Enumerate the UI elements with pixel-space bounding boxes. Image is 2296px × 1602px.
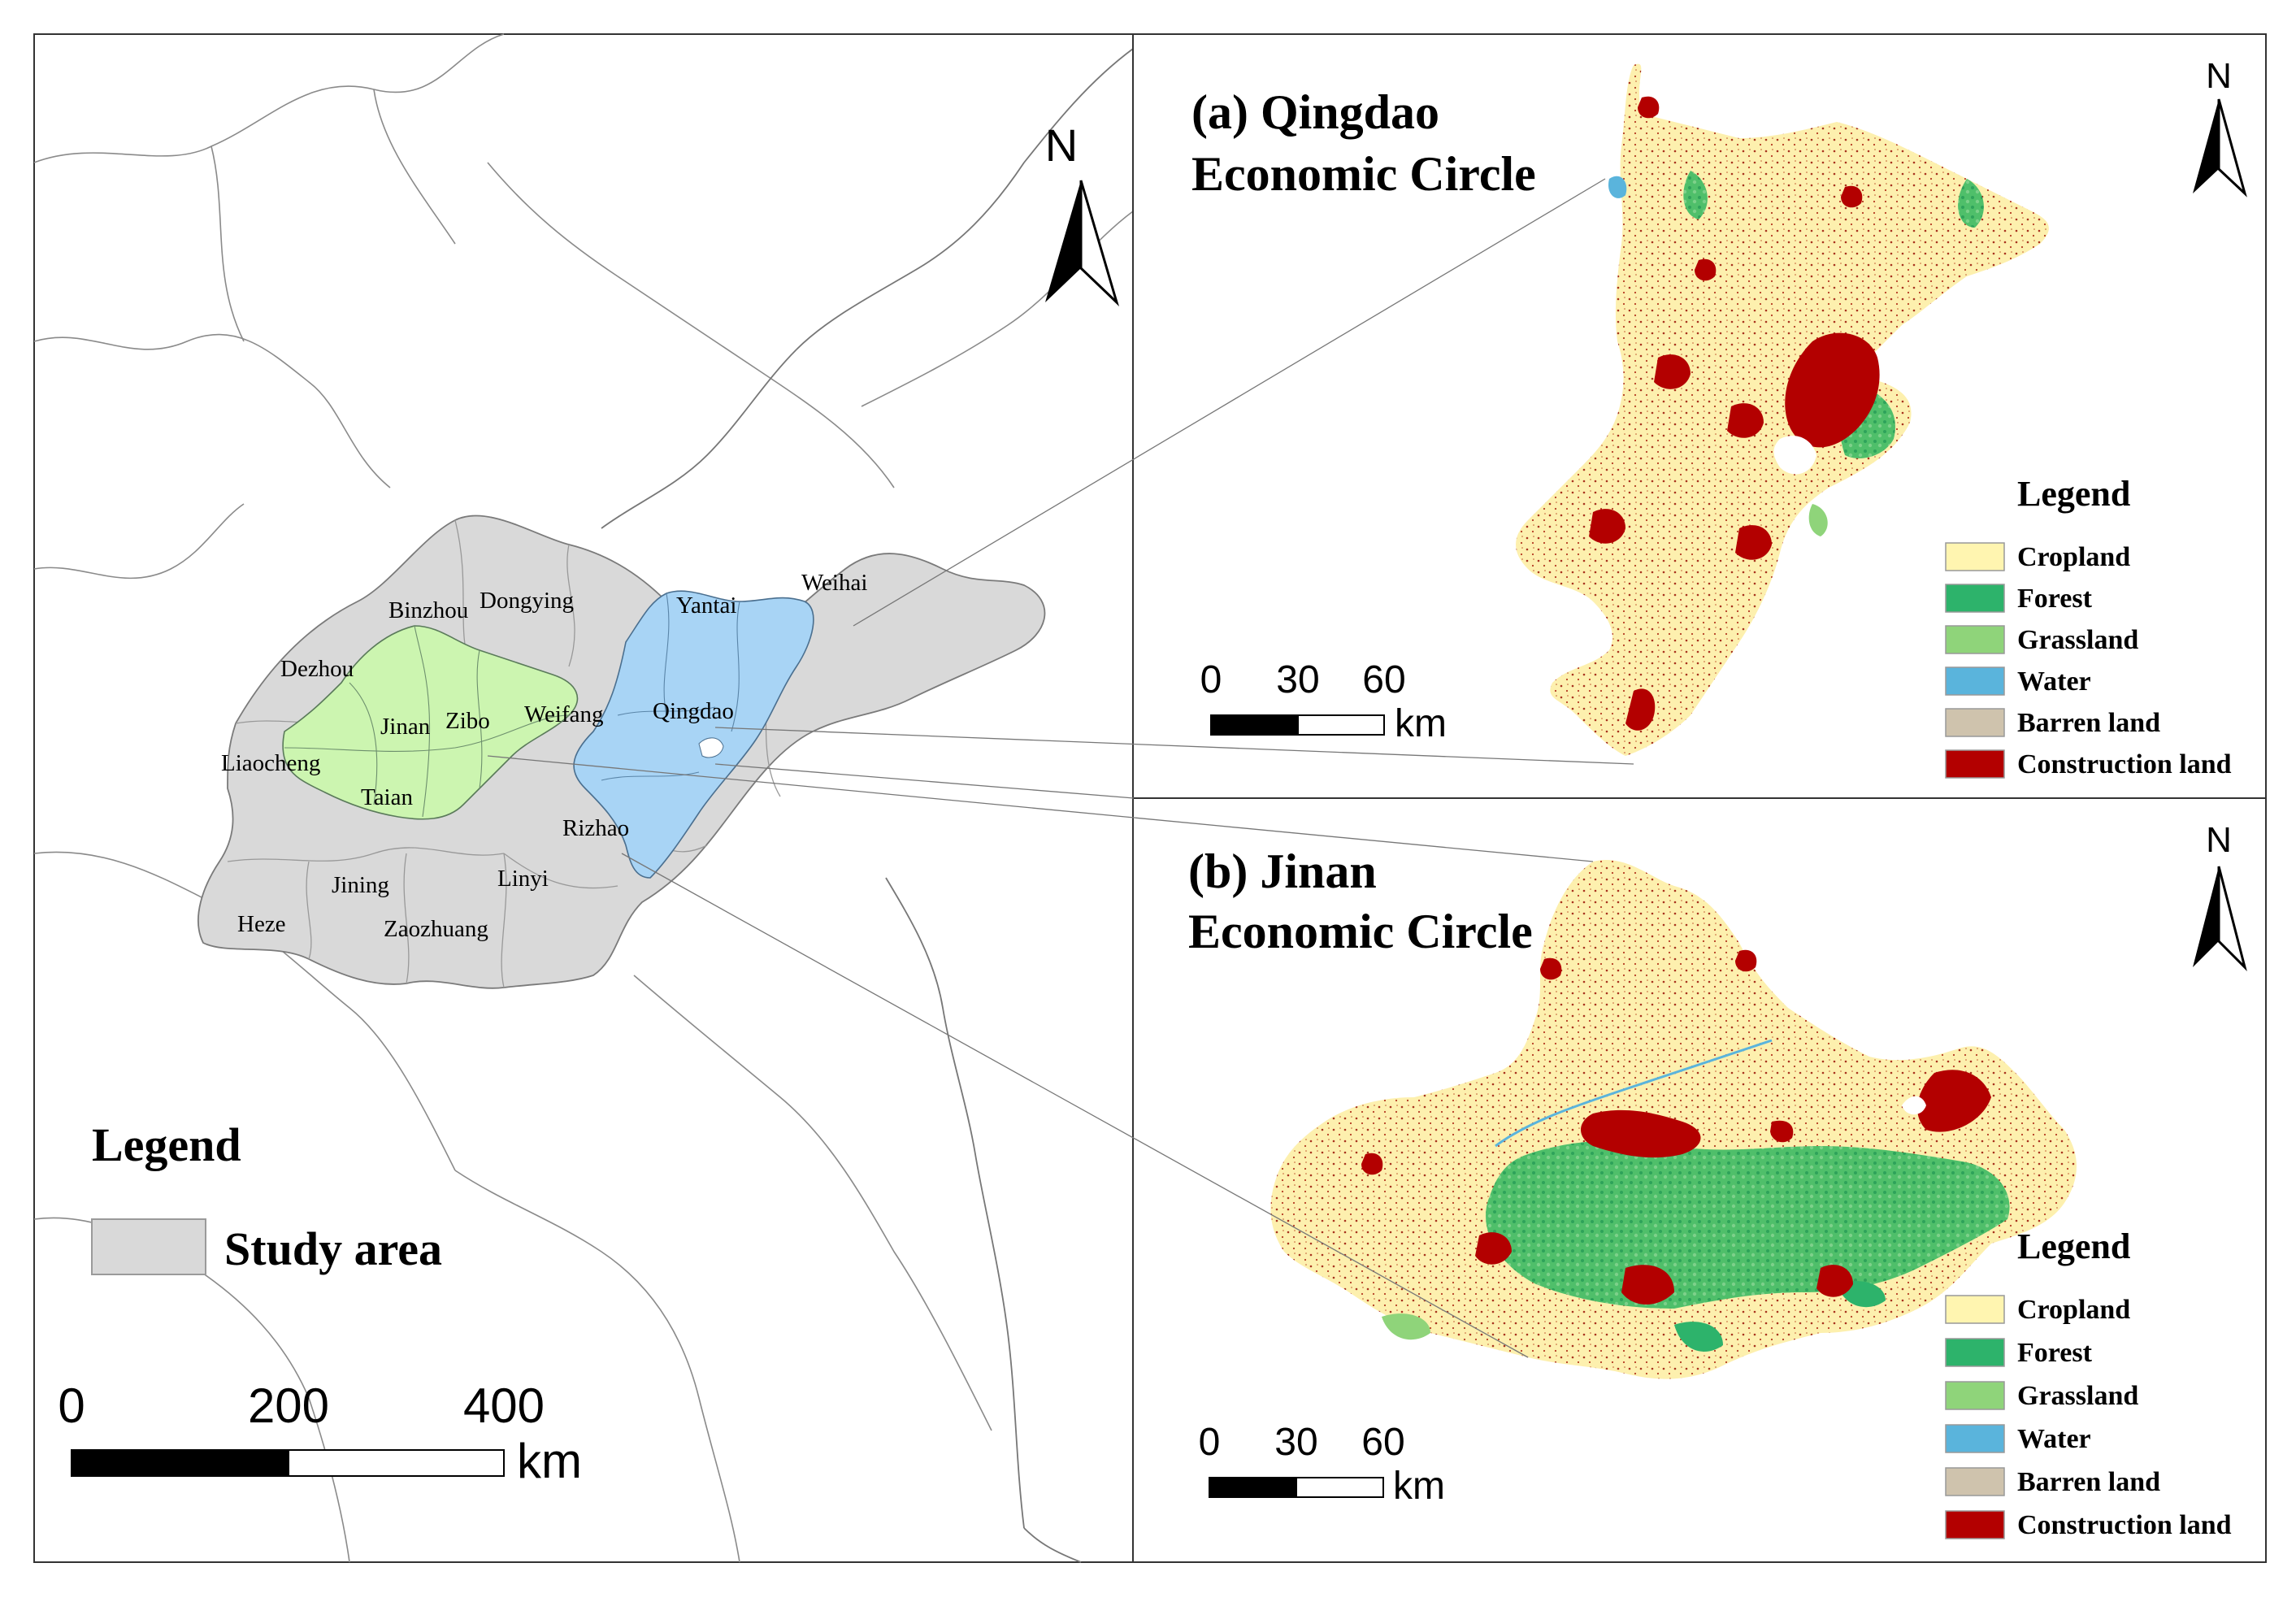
coastline (601, 48, 1134, 1563)
panel-a-legend-swatch-grassland (1945, 625, 2005, 654)
panel-a-title-line1: (a) Qingdao (1191, 85, 1439, 139)
city-label-zibo: Zibo (445, 708, 490, 734)
panel-b-legend-label-cropland: Cropland (2017, 1295, 2130, 1325)
panel-a-legend-label-grassland: Grassland (2017, 625, 2138, 655)
panel-jinan: (b) Jinan Economic Circle N (1132, 797, 2267, 1563)
panel-qingdao: (a) Qingdao Economic Circle N (1132, 33, 2267, 799)
city-label-binzhou: Binzhou (388, 597, 468, 623)
panel-a-legend-swatch-forest (1945, 584, 2005, 613)
qingdao-landuse-map (1516, 63, 2049, 756)
panel-a-north-label: N (2206, 56, 2232, 96)
panel-a-scale-bar: 0 30 60 km (1200, 658, 1447, 745)
panel-a-legend-swatch-barren-land (1945, 708, 2005, 737)
city-label-dongying: Dongying (480, 588, 574, 614)
overview-map-panel: Binzhou Dongying Yantai Weihai Dezhou Ji… (33, 33, 1134, 1563)
panel-a-legend-swatch-cropland (1945, 542, 2005, 571)
panel-b-title-line2: Economic Circle (1188, 905, 1533, 958)
city-label-weifang: Weifang (524, 701, 604, 727)
qingdao-reservoir (1608, 176, 1627, 198)
panel-a-legend-swatch-water (1945, 666, 2005, 696)
panel-a-legend-swatch-construction-land (1945, 749, 2005, 779)
panel-a-legend: Legend Cropland Forest Grassland Water Barre… (1945, 474, 2232, 779)
city-label-liaocheng: Liaocheng (221, 750, 320, 776)
panel-a-scale-unit: km (1395, 702, 1447, 745)
city-label-rizhao: Rizhao (562, 815, 629, 841)
panel-b-scale-60: 60 (1361, 1421, 1404, 1464)
city-label-dezhou: Dezhou (280, 656, 354, 682)
panel-a-legend-label-cropland: Cropland (2017, 542, 2130, 572)
panel-b-legend-swatch-forest (1945, 1338, 2005, 1367)
city-label-weihai: Weihai (801, 570, 867, 596)
city-label-jining: Jining (332, 872, 389, 898)
panel-b-scale-30: 30 (1274, 1421, 1317, 1464)
jiaozhou-bay (698, 737, 724, 758)
connector-lines (487, 178, 1634, 1358)
scale-unit: km (517, 1434, 582, 1488)
panel-a-legend-label-barren-land: Barren land (2017, 708, 2160, 738)
jinan-river (1495, 1039, 1773, 1148)
city-label-jinan: Jinan (380, 714, 431, 740)
city-label-qingdao: Qingdao (653, 698, 734, 724)
qingdao-bay (1773, 436, 1816, 475)
panel-b-legend-label-forest: Forest (2017, 1338, 2093, 1368)
panel-b-title-line1: (b) Jinan (1188, 844, 1377, 898)
scale-tick-200: 200 (248, 1378, 329, 1433)
north-label: N (1045, 119, 1078, 171)
panel-b-legend-label-water: Water (2017, 1424, 2091, 1454)
panel-b-legend: Legend Cropland Forest Grassland Water Barre… (1945, 1226, 2232, 1540)
city-label-heze: Heze (237, 911, 286, 937)
scale-tick-0: 0 (58, 1378, 85, 1433)
panel-a-scale-60: 60 (1362, 658, 1405, 701)
panel-a-legend-label-construction-land: Construction land (2017, 749, 2232, 779)
panel-a-title-line2: Economic Circle (1191, 147, 1536, 201)
north-arrow-icon: N (1045, 119, 1120, 306)
north-arrow-icon: N (2193, 56, 2247, 198)
jinan-construction-clusters (1361, 949, 1991, 1305)
panel-a-legend-label-forest: Forest (2017, 584, 2093, 614)
panel-b-legend-swatch-grassland (1945, 1381, 2005, 1410)
jinan-forest-belt (1486, 1140, 2010, 1309)
jinan-circle-inner-boundaries (284, 625, 570, 818)
panel-b-legend-label-grassland: Grassland (2017, 1381, 2138, 1411)
overview-scale-bar: 0 200 400 km (58, 1378, 582, 1488)
panel-a-legend-label-water: Water (2017, 666, 2091, 697)
panel-b-legend-swatch-barren-land (1945, 1467, 2005, 1496)
panel-b-scale-bar: 0 30 60 km (1199, 1421, 1445, 1508)
city-label-yantai: Yantai (676, 593, 736, 619)
overview-legend-title: Legend (92, 1118, 241, 1171)
city-label-linyi: Linyi (497, 866, 549, 892)
panel-a-scale-30: 30 (1276, 658, 1319, 701)
panel-a-legend-items: Cropland Forest Grassland Water Barren land C… (1945, 542, 2232, 779)
panel-b-legend-title: Legend (2017, 1226, 2130, 1266)
jinan-hole (1902, 1096, 1926, 1115)
study-area-legend-label: Study area (224, 1222, 442, 1275)
panel-b-legend-items: Cropland Forest Grassland Water Barren land C… (1945, 1295, 2232, 1540)
city-label-zaozhuang: Zaozhuang (384, 916, 488, 942)
north-arrow-icon: N (2193, 820, 2247, 971)
panel-b-legend-swatch-water (1945, 1424, 2005, 1453)
panel-b-legend-label-barren-land: Barren land (2017, 1467, 2160, 1497)
panel-b-legend-swatch-construction-land (1945, 1510, 2005, 1539)
panel-a-legend-title: Legend (2017, 474, 2130, 514)
panel-b-legend-swatch-cropland (1945, 1295, 2005, 1324)
city-label-taian: Taian (361, 784, 413, 810)
qingdao-construction-clusters (1589, 96, 1880, 731)
scale-tick-400: 400 (463, 1378, 545, 1433)
qingdao-circle-inner-boundaries (601, 593, 740, 781)
study-area-swatch (91, 1218, 206, 1275)
panel-a-scale-0: 0 (1200, 658, 1222, 701)
panel-b-north-label: N (2206, 820, 2232, 860)
panel-b-legend-label-construction-land: Construction land (2017, 1510, 2232, 1540)
panel-b-scale-0: 0 (1199, 1421, 1221, 1464)
city-labels: Binzhou Dongying Yantai Weihai Dezhou Ji… (221, 570, 867, 942)
panel-b-scale-unit: km (1393, 1465, 1445, 1508)
